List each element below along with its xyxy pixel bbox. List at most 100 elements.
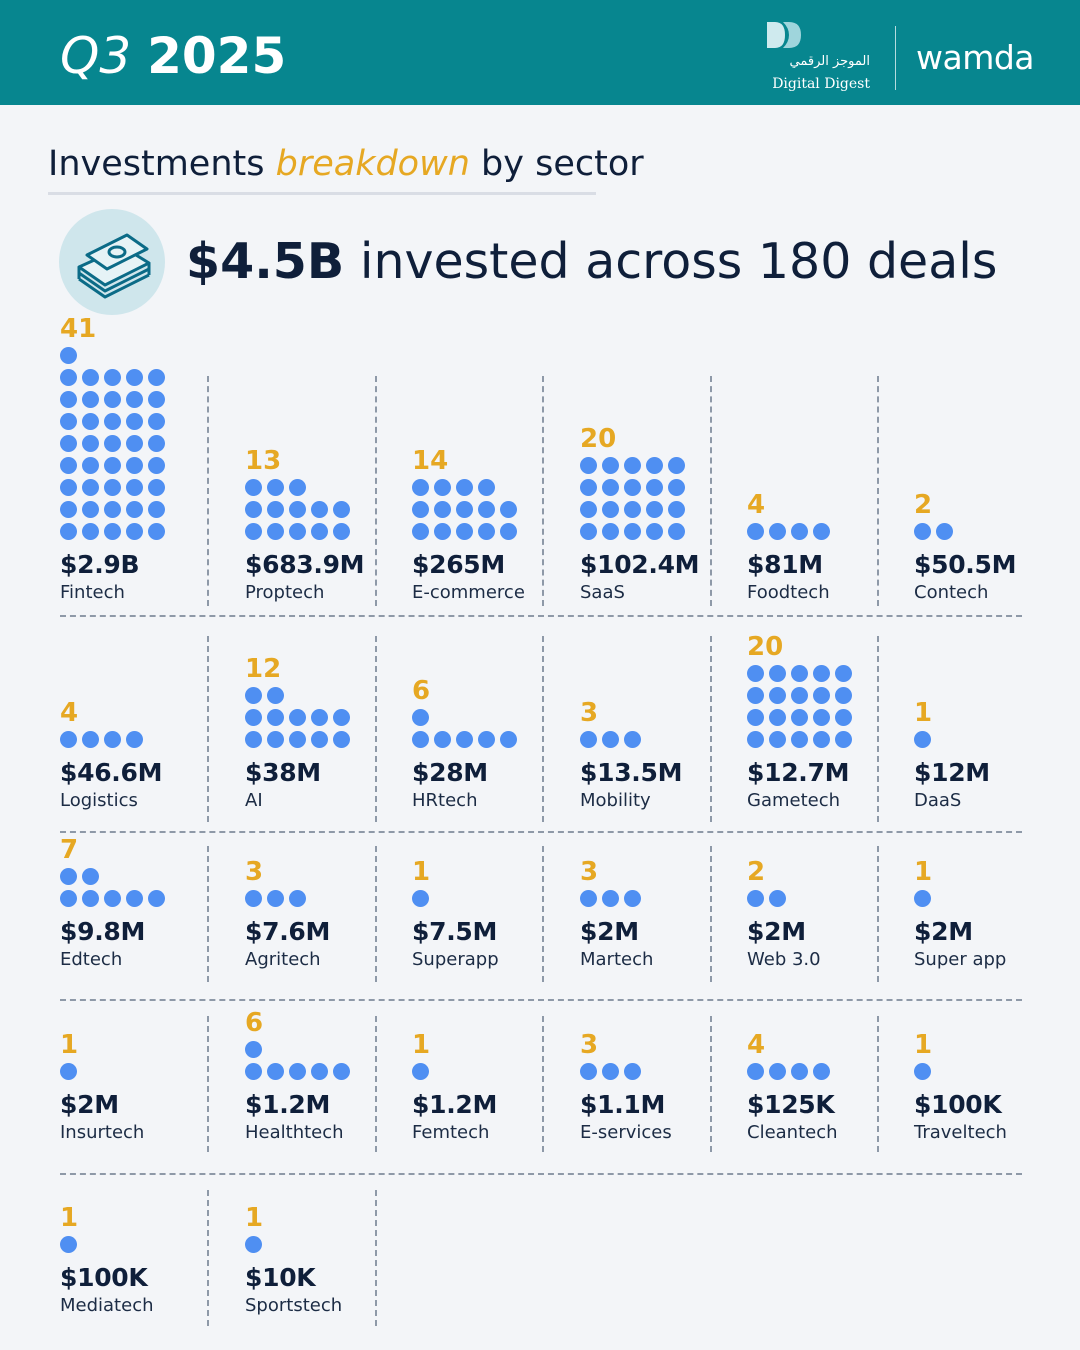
column-divider [710, 376, 712, 606]
title-pre: Investments [48, 144, 276, 184]
sector-name: Logistics [60, 790, 138, 811]
column-divider [542, 1016, 544, 1152]
deal-dot [82, 868, 99, 885]
column-divider [542, 636, 544, 822]
deal-count: 1 [60, 1203, 79, 1233]
deal-dot [456, 479, 473, 496]
deal-dot [60, 457, 77, 474]
column-divider [375, 376, 377, 606]
deal-dot [602, 501, 619, 518]
deal-count: 3 [580, 1030, 599, 1060]
deal-dot [478, 501, 495, 518]
deal-dot [835, 709, 852, 726]
deal-dot [148, 501, 165, 518]
deal-dot [412, 890, 429, 907]
deal-count: 2 [747, 857, 766, 887]
sector-amount: $12M [914, 758, 990, 787]
deal-dot [148, 479, 165, 496]
deal-dot [60, 868, 77, 885]
deal-count: 4 [747, 490, 766, 520]
sector-name: Web 3.0 [747, 949, 821, 970]
deal-dot [126, 369, 143, 386]
column-divider [542, 376, 544, 606]
sector-name: Proptech [245, 582, 325, 603]
sector-name: Contech [914, 582, 989, 603]
column-divider [710, 846, 712, 982]
deal-count: 4 [747, 1030, 766, 1060]
digital-digest-logo: الموجز الرقمي Digital Digest [760, 18, 880, 96]
sector-amount: $1.2M [245, 1090, 331, 1119]
deal-dot [245, 1041, 262, 1058]
deal-dot [333, 1063, 350, 1080]
deal-dot [914, 890, 931, 907]
title-accent: breakdown [275, 144, 470, 184]
deal-dot [646, 479, 663, 496]
deal-dot [434, 479, 451, 496]
deal-dot [747, 890, 764, 907]
deal-dot [82, 369, 99, 386]
deal-dot [82, 731, 99, 748]
money-stack-icon [77, 233, 151, 299]
summary-headline: $4.5B invested across 180 deals [186, 232, 997, 292]
deal-dot [456, 523, 473, 540]
column-divider [207, 846, 209, 982]
sector-name: Edtech [60, 949, 123, 970]
title-post: by sector [469, 144, 644, 184]
sector-amount: $125K [747, 1090, 835, 1119]
deal-dot [914, 1063, 931, 1080]
column-divider [877, 636, 879, 822]
deal-count: 7 [60, 835, 79, 865]
deal-dot [289, 479, 306, 496]
deal-count: 1 [914, 857, 933, 887]
deal-count: 14 [412, 446, 449, 476]
deal-dot [311, 731, 328, 748]
deal-dot [126, 391, 143, 408]
sector-name: AI [245, 790, 263, 811]
deal-dot [104, 890, 121, 907]
deal-dot [602, 457, 619, 474]
deal-dot [60, 347, 77, 364]
deal-dot [580, 501, 597, 518]
deal-dot [646, 457, 663, 474]
deal-dot [624, 1063, 641, 1080]
sector-amount: $100K [914, 1090, 1002, 1119]
column-divider [877, 846, 879, 982]
period-label: Q3 2025 [60, 28, 286, 84]
deal-dot [60, 501, 77, 518]
deal-dot [602, 1063, 619, 1080]
deal-dot [602, 890, 619, 907]
deal-dot [769, 709, 786, 726]
deal-dot [624, 523, 641, 540]
deal-dot [82, 890, 99, 907]
deal-dot [580, 457, 597, 474]
money-icon-badge [59, 209, 165, 315]
deal-dot [267, 709, 284, 726]
sector-amount: $2.9B [60, 550, 140, 579]
deal-dot [914, 731, 931, 748]
deal-dot [148, 523, 165, 540]
sector-amount: $683.9M [245, 550, 365, 579]
column-divider [207, 1016, 209, 1152]
sector-name: E-services [580, 1122, 672, 1143]
deal-dot [267, 731, 284, 748]
deal-dot [646, 523, 663, 540]
deal-dot [82, 457, 99, 474]
deal-dot [333, 731, 350, 748]
deal-dot [104, 413, 121, 430]
deal-count: 2 [914, 490, 933, 520]
digital-digest-mark-icon [767, 22, 801, 48]
deal-dot [747, 665, 764, 682]
section-title: Investments breakdown by sector [48, 142, 644, 186]
sector-amount: $100K [60, 1263, 148, 1292]
deal-count: 6 [412, 676, 431, 706]
deal-dot [245, 1063, 262, 1080]
deal-dot [289, 501, 306, 518]
deal-count: 6 [245, 1008, 264, 1038]
row-divider [60, 1173, 1022, 1175]
deal-dot [148, 457, 165, 474]
period-year: 2025 [147, 27, 287, 85]
deal-dot [104, 457, 121, 474]
deal-count: 1 [914, 698, 933, 728]
deal-dot [412, 1063, 429, 1080]
